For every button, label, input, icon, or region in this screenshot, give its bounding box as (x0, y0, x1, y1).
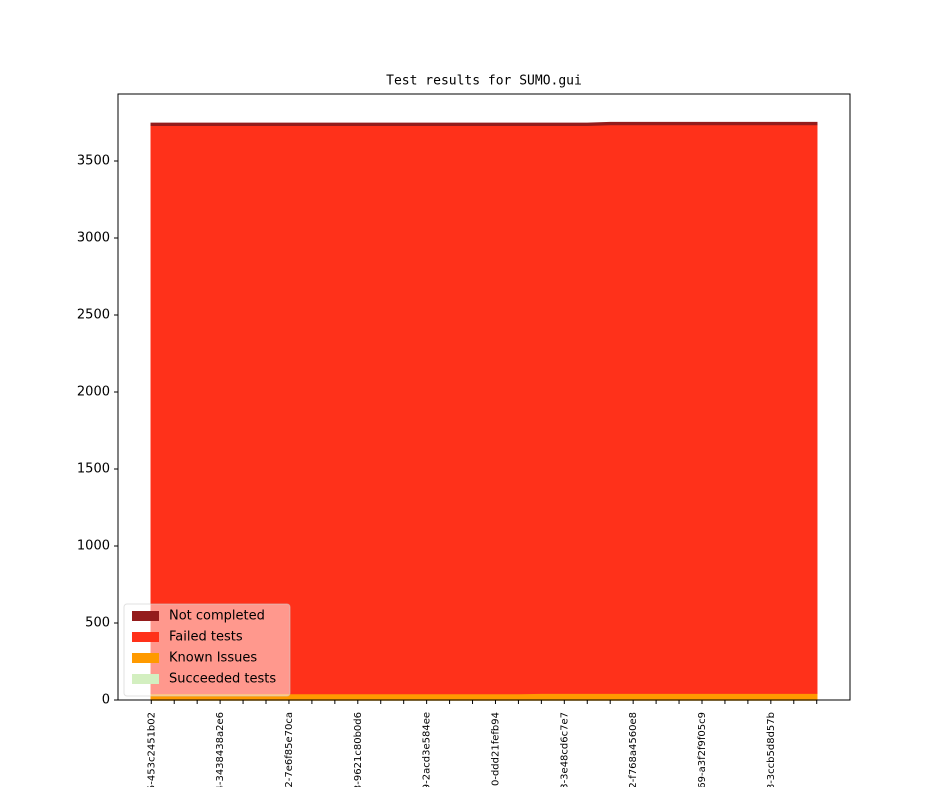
plot-frame (117, 93, 851, 701)
y-tick-label: 3500 (77, 153, 110, 168)
x-tick-label: 9-2acd3e584ee (422, 712, 433, 787)
x-tick-label: 3-3e48cd6c7e7 (559, 712, 570, 787)
area (150, 121, 818, 127)
x-tick-label: 2-7e6f85e70ca (284, 712, 295, 787)
y-tick-label: 3000 (77, 230, 110, 245)
x-tick-label: 2-f768a4560e8 (628, 712, 639, 787)
legend-swatch (132, 674, 159, 684)
chart-title: Test results for SUMO.gui (386, 74, 582, 89)
legend-box (123, 603, 291, 697)
x-tick-label: 8-3ccb5d8d57b (766, 712, 777, 787)
y-tick-label: 0 (102, 693, 110, 708)
x-tick-label: 5-453c2451b02 (146, 712, 157, 787)
x-tick-label: 69-a3f2f9f05c9 (697, 712, 708, 787)
legend-swatch (132, 653, 159, 663)
legend-label: Known Issues (169, 651, 257, 666)
legend-label: Succeeded tests (169, 672, 276, 687)
x-tick-label: 0-ddd21fefb94 (490, 712, 501, 786)
y-tick-label: 1000 (77, 538, 110, 553)
x-tick-label: 3-9621c80b0d6 (353, 712, 364, 787)
y-tick-label: 2000 (77, 384, 110, 399)
y-tick-label: 500 (85, 615, 110, 630)
legend-swatch (132, 611, 159, 621)
x-tick-label: 4-3438438a2e6 (215, 712, 226, 787)
legend-label: Not completed (169, 609, 265, 624)
y-tick-label: 2500 (77, 307, 110, 322)
legend-label: Failed tests (169, 630, 243, 645)
legend-swatch (132, 632, 159, 642)
y-tick-label: 1500 (77, 461, 110, 476)
